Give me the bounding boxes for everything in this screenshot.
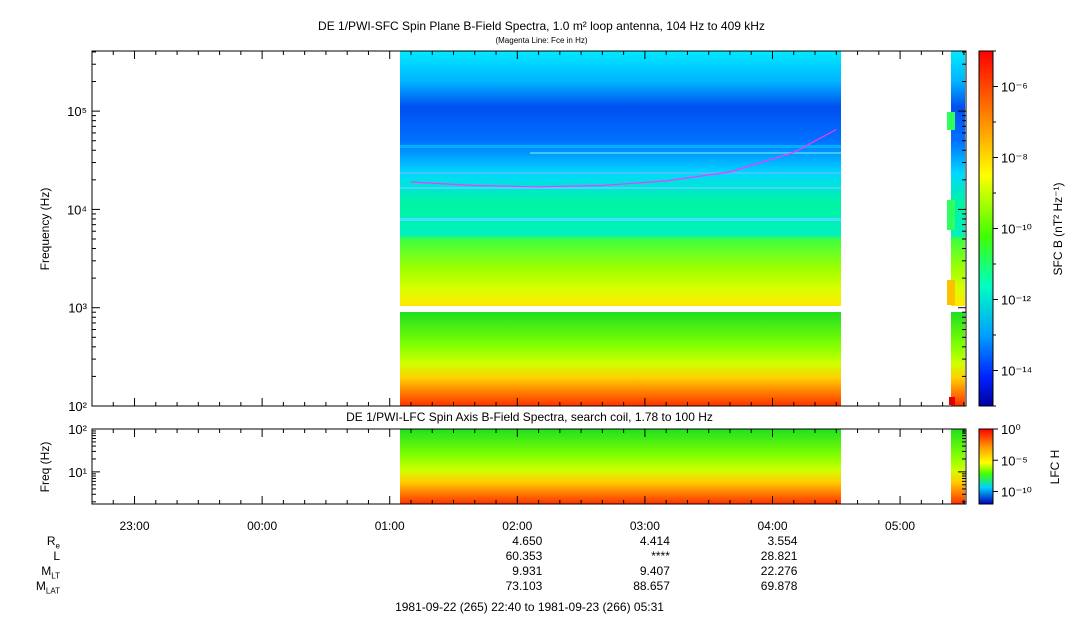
sfc-y-tick-label: 10³: [68, 301, 87, 316]
ephemeris-label-text: L: [53, 549, 60, 563]
ephemeris-label: MLAT: [20, 579, 60, 595]
sfc-band-line: [530, 152, 841, 154]
sfc-band-line: [400, 187, 841, 189]
lfc-y-axis-label: Freq (Hz): [38, 441, 52, 493]
fce-line: [410, 128, 837, 188]
colorbar-tick-label: 10⁻⁸: [1001, 151, 1028, 166]
sfc-colorbar: [978, 50, 994, 407]
ephemeris-label-text: R: [46, 534, 56, 548]
ephemeris-label-text: M: [35, 579, 46, 593]
time-tick-label: 05:00: [885, 519, 915, 533]
ephemeris-value: 3.554: [767, 534, 798, 548]
time-range: 1981-09-22 (265) 22:40 to 1981-09-23 (26…: [395, 600, 664, 614]
ephemeris-label-sub: LAT: [45, 586, 60, 596]
sfc-colorbar-label: SFC B (nT² Hz⁻¹): [1051, 182, 1065, 276]
lfc-colorbar: [978, 428, 994, 505]
sfc-band-line: [400, 218, 841, 221]
main-subtitle: (Magenta Line: Fce in Hz): [495, 36, 588, 45]
time-tick-label: 03:00: [630, 519, 660, 533]
sfc-data-block-2: [951, 51, 965, 306]
ephemeris-value: 4.414: [639, 534, 670, 548]
ephemeris-value: ****: [651, 549, 670, 563]
time-tick-label: 01:00: [375, 519, 405, 533]
sfc-y-axis: 10² 10³ 10⁴ 10⁵: [67, 51, 966, 414]
ephemeris-value: 22.276: [760, 564, 798, 578]
ephemeris-value: 69.878: [760, 579, 798, 593]
sfc-low-band-2: [951, 312, 965, 406]
lfc-panel-frame: [91, 428, 967, 505]
sfc-band-line: [400, 172, 841, 174]
sfc-colorbar-ticks: 10⁻⁶ 10⁻⁸ 10⁻¹⁰ 10⁻¹² 10⁻¹⁴: [993, 50, 1032, 407]
ephemeris-label-sub: LT: [51, 571, 60, 581]
ephemeris-label: L: [20, 549, 60, 563]
sfc-y-tick-label: 10⁵: [67, 104, 87, 119]
lfc-data-block: [400, 429, 841, 504]
colorbar-tick-label: 10⁻¹⁰: [1001, 485, 1032, 500]
colorbar-tick-label: 10⁻¹²: [1001, 293, 1032, 308]
colorbar-tick-label: 10⁰: [1001, 422, 1021, 437]
lfc-title: DE 1/PWI-LFC Spin Axis B-Field Spectra, …: [346, 410, 713, 424]
ephemeris-value: 4.650: [512, 534, 543, 548]
colorbar-tick-label: 10⁻⁵: [1001, 453, 1028, 468]
lfc-data-block-2: [951, 429, 965, 504]
colorbar-tick-label: 10⁻¹⁰: [1001, 222, 1032, 237]
sfc-data-block: [400, 51, 841, 306]
ephemeris-value: 28.821: [760, 549, 798, 563]
colorbar-tick-label: 10⁻¹⁴: [1001, 364, 1032, 379]
time-tick-label: 00:00: [247, 519, 277, 533]
sfc-patch: [947, 280, 955, 305]
colorbar-tick-label: 10⁻⁶: [1001, 80, 1028, 95]
lfc-y-tick-label: 10²: [68, 422, 87, 437]
ephemeris-value: 73.103: [505, 579, 543, 593]
sfc-patch: [947, 112, 955, 130]
ephemeris-value: 9.407: [639, 564, 670, 578]
sfc-y-axis-label: Frequency (Hz): [38, 187, 52, 271]
lfc-colorbar-ticks: 10⁰ 10⁻⁵ 10⁻¹⁰: [993, 422, 1032, 500]
time-tick-label: 04:00: [757, 519, 787, 533]
ephemeris-value: 9.931: [512, 564, 543, 578]
sfc-patch: [947, 200, 955, 230]
ephemeris-value: 88.657: [633, 579, 670, 593]
time-tick-label: 23:00: [120, 519, 150, 533]
main-title: DE 1/PWI-SFC Spin Plane B-Field Spectra,…: [318, 19, 765, 33]
sfc-band-line: [400, 145, 841, 148]
sfc-y-tick-label: 10⁴: [67, 202, 87, 217]
sfc-panel-frame: [91, 50, 967, 407]
ephemeris-label-text: M: [41, 564, 52, 578]
time-axis: 23:00 00:00 01:00 02:00 03:00 04:00 05:00: [91, 51, 965, 533]
lfc-y-axis: 10¹ 10²: [68, 422, 966, 503]
ephemeris-label: Re: [20, 534, 60, 550]
sfc-y-tick-label: 10²: [68, 399, 87, 414]
ephemeris-label-sub: e: [55, 541, 60, 551]
time-tick-label: 02:00: [502, 519, 532, 533]
lfc-y-tick-label: 10¹: [68, 465, 87, 480]
lfc-colorbar-label: LFC H: [1048, 449, 1062, 485]
sfc-patch: [949, 397, 955, 405]
ephemeris-value: 60.353: [505, 549, 543, 563]
sfc-low-band: [400, 312, 841, 406]
ephemeris-label: MLT: [20, 564, 60, 580]
